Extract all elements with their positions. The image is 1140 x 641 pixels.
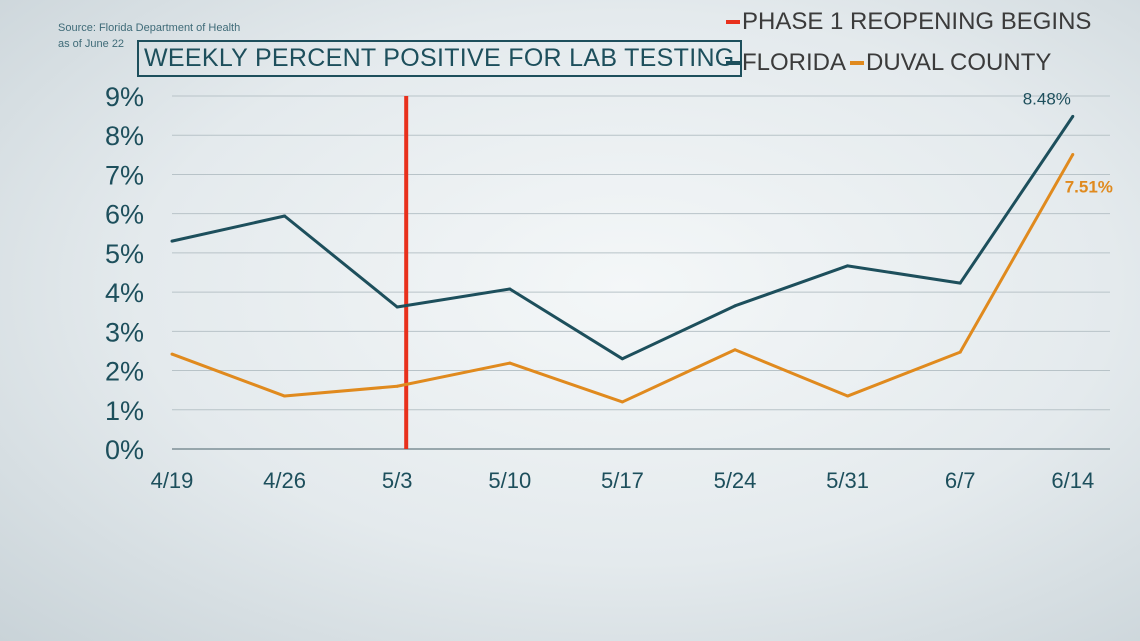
legend-label-florida: FLORIDA	[742, 49, 847, 76]
y-tick-label: 3%	[105, 317, 144, 347]
x-tick-label: 5/10	[488, 468, 531, 493]
legend-label-phase1: PHASE 1 REOPENING BEGINS	[742, 8, 1092, 35]
y-tick-label: 5%	[105, 239, 144, 269]
data-point	[508, 287, 512, 291]
data-point	[170, 239, 174, 243]
source-note: Source: Florida Department of Health as …	[58, 20, 240, 52]
end-data-label: 7.51%	[1065, 177, 1113, 196]
legend-phase1: PHASE 1 REOPENING BEGINS	[726, 8, 1091, 36]
y-tick-label: 8%	[105, 121, 144, 151]
data-point	[395, 305, 399, 309]
y-tick-label: 1%	[105, 396, 144, 426]
legend-swatch-florida	[726, 61, 740, 65]
y-tick-label: 6%	[105, 200, 144, 230]
x-tick-label: 6/7	[945, 468, 976, 493]
data-point	[846, 394, 850, 398]
legend-swatch-phase1	[726, 20, 740, 24]
y-tick-label: 7%	[105, 160, 144, 190]
data-point	[958, 350, 962, 354]
data-point	[733, 304, 737, 308]
x-tick-label: 5/31	[826, 468, 869, 493]
x-tick-label: 6/14	[1051, 468, 1094, 493]
legend-label-duval: DUVAL COUNTY	[866, 49, 1052, 76]
source-line: Source: Florida Department of Health	[58, 22, 241, 34]
data-point	[620, 357, 624, 361]
data-point	[846, 264, 850, 268]
y-tick-label: 2%	[105, 357, 144, 387]
data-point	[733, 348, 737, 352]
chart-title: WEEKLY PERCENT POSITIVE FOR LAB TESTING	[137, 40, 742, 77]
y-tick-label: 4%	[105, 278, 144, 308]
data-point	[283, 214, 287, 218]
x-tick-label: 4/26	[263, 468, 306, 493]
end-data-label: 8.48%	[1023, 89, 1071, 108]
data-point	[620, 400, 624, 404]
legend-swatch-duval	[850, 61, 865, 65]
legend-florida: FLORIDA DUVAL COUNTY	[726, 49, 1051, 77]
data-point	[283, 394, 287, 398]
data-point	[958, 281, 962, 285]
x-tick-label: 5/24	[714, 468, 757, 493]
data-point	[395, 384, 399, 388]
data-point	[1071, 114, 1075, 118]
x-tick-label: 5/3	[382, 468, 413, 493]
as-of-date: as of June 22	[58, 38, 125, 50]
y-tick-label: 0%	[105, 435, 144, 465]
y-tick-label: 9%	[105, 82, 144, 112]
data-point	[1071, 152, 1075, 156]
series-line-florida	[171, 115, 1075, 361]
data-point	[508, 361, 512, 365]
x-tick-label: 4/19	[151, 468, 194, 493]
x-tick-label: 5/17	[601, 468, 644, 493]
data-point	[170, 352, 174, 356]
